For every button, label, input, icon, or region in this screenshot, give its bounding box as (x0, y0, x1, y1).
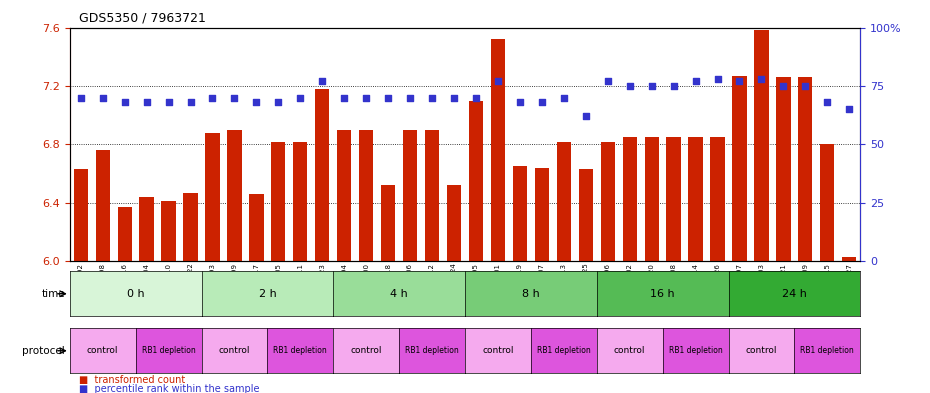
Text: control: control (219, 346, 250, 355)
Point (512, 99, 527, 105)
Text: RB1 depletion: RB1 depletion (669, 346, 723, 355)
Point (271, 99, 286, 105)
Bar (601, 141, 615, 261)
Point (446, 94, 461, 101)
Text: control: control (351, 346, 382, 355)
Text: control: control (614, 346, 645, 355)
Point (644, 83, 659, 89)
Text: 0 h: 0 h (126, 289, 144, 299)
Bar (447, 185, 461, 261)
Point (776, 83, 790, 89)
Bar (425, 130, 439, 261)
Point (73, 94, 88, 101)
Bar (644, 137, 658, 261)
Point (227, 94, 242, 101)
Text: RB1 depletion: RB1 depletion (405, 346, 458, 355)
Bar (272, 141, 286, 261)
Point (842, 106, 857, 112)
Text: 16 h: 16 h (650, 289, 675, 299)
Bar (381, 185, 395, 261)
Bar (117, 207, 132, 261)
Bar (535, 168, 549, 261)
Bar (183, 193, 198, 261)
Text: 24 h: 24 h (782, 289, 807, 299)
Bar (754, 30, 768, 261)
Bar (315, 89, 329, 261)
Point (205, 94, 219, 101)
Bar (96, 150, 110, 261)
Text: time: time (42, 289, 65, 299)
Text: ■  transformed count: ■ transformed count (79, 375, 185, 386)
Point (380, 94, 395, 101)
Bar (403, 130, 418, 261)
Point (183, 99, 198, 105)
Text: control: control (746, 346, 777, 355)
Bar (820, 145, 834, 261)
Point (666, 83, 681, 89)
Point (249, 99, 264, 105)
Point (622, 83, 637, 89)
Point (490, 78, 505, 84)
Text: 4 h: 4 h (391, 289, 408, 299)
Point (337, 94, 352, 101)
Point (798, 83, 813, 89)
Bar (667, 137, 681, 261)
Text: RB1 depletion: RB1 depletion (141, 346, 195, 355)
Bar (843, 257, 857, 261)
Point (140, 99, 154, 105)
Point (161, 99, 176, 105)
Point (600, 78, 615, 84)
Point (578, 113, 593, 119)
Bar (732, 76, 747, 261)
Point (688, 78, 703, 84)
Bar (622, 137, 637, 261)
Point (820, 99, 835, 105)
Point (535, 99, 550, 105)
Point (293, 94, 308, 101)
Bar (578, 169, 593, 261)
Point (469, 94, 484, 101)
Bar (337, 130, 352, 261)
Bar (798, 77, 813, 261)
Bar (491, 39, 505, 261)
Text: RB1 depletion: RB1 depletion (273, 346, 327, 355)
Point (315, 78, 330, 84)
Bar (711, 137, 724, 261)
Bar (688, 137, 703, 261)
Point (425, 94, 440, 101)
Point (403, 94, 418, 101)
Point (732, 78, 747, 84)
Text: ■  percentile rank within the sample: ■ percentile rank within the sample (79, 384, 259, 393)
Text: control: control (86, 346, 118, 355)
Bar (512, 166, 527, 261)
Text: GDS5350 / 7963721: GDS5350 / 7963721 (79, 12, 206, 25)
Text: protocol: protocol (22, 346, 65, 356)
Point (711, 76, 725, 82)
Bar (206, 133, 219, 261)
Point (117, 99, 132, 105)
Bar (227, 130, 242, 261)
Bar (162, 202, 176, 261)
Bar (469, 101, 483, 261)
Text: control: control (482, 346, 513, 355)
Point (95, 94, 110, 101)
Bar (557, 141, 571, 261)
Bar (293, 141, 308, 261)
Bar (359, 130, 373, 261)
Text: RB1 depletion: RB1 depletion (537, 346, 591, 355)
Bar (777, 77, 790, 261)
Bar (140, 197, 153, 261)
Text: 2 h: 2 h (259, 289, 276, 299)
Text: RB1 depletion: RB1 depletion (801, 346, 854, 355)
Point (754, 76, 769, 82)
Bar (73, 169, 87, 261)
Text: 8 h: 8 h (522, 289, 539, 299)
Point (556, 94, 571, 101)
Bar (249, 194, 263, 261)
Point (359, 94, 374, 101)
